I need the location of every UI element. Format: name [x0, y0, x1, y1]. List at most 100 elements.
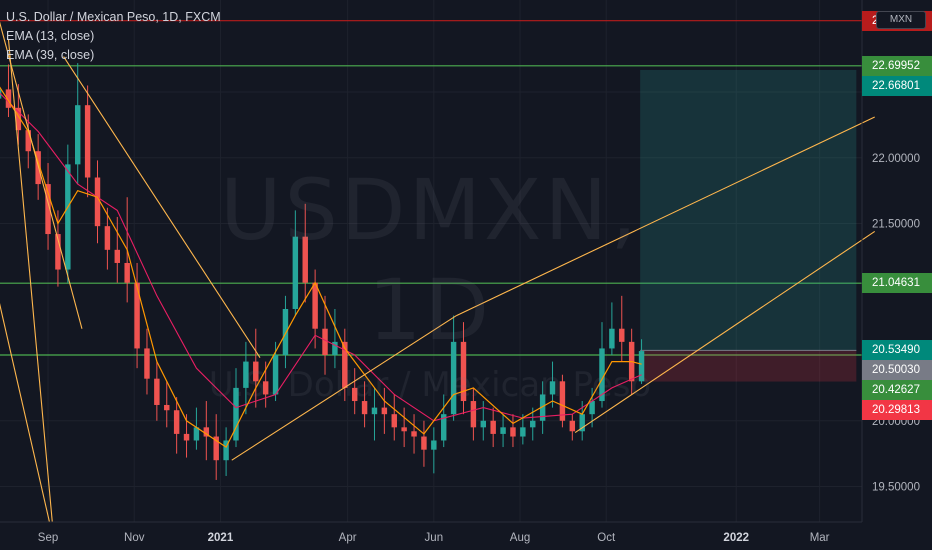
price-tick-label: 21.50000 — [872, 219, 920, 231]
candle-body — [134, 282, 140, 349]
position-target-zone — [640, 69, 857, 351]
candle-body — [371, 407, 378, 415]
candle-body — [213, 436, 219, 461]
candle-body — [173, 410, 180, 434]
trendline — [7, 39, 53, 523]
candle-body — [25, 130, 31, 152]
candle-body — [223, 440, 229, 461]
candle-body — [45, 184, 51, 235]
chart-grid — [0, 0, 862, 522]
candle-body — [144, 348, 150, 379]
candle-body — [75, 105, 81, 165]
candle-body — [243, 361, 249, 388]
trendline — [456, 116, 875, 317]
candle-body — [193, 427, 200, 441]
ema39-legend[interactable]: EMA (39, close) — [6, 48, 95, 62]
candle-body — [84, 105, 91, 178]
time-tick-label: 2022 — [723, 532, 749, 544]
chart-legend: U.S. Dollar / Mexican Peso, 1D, FXCM EMA… — [6, 8, 221, 65]
trendline — [231, 315, 457, 461]
price-badge: 20.53490 — [862, 340, 932, 361]
time-tick-label: Mar — [810, 532, 830, 544]
time-tick-label: Jun — [425, 532, 444, 544]
candle-body — [114, 249, 121, 263]
candle-body — [15, 107, 22, 131]
candle-body — [351, 387, 358, 402]
trendlines[interactable] — [0, 13, 876, 523]
candle-body — [302, 236, 308, 283]
time-tick-label: Aug — [510, 532, 530, 544]
time-tick-label: Apr — [339, 532, 357, 544]
ema13-line — [0, 86, 642, 448]
candle-body — [520, 427, 526, 437]
time-tick-label: 2021 — [208, 532, 234, 544]
time-tick-label: Nov — [124, 532, 145, 544]
candle-body — [530, 420, 536, 428]
candle-body — [55, 234, 61, 270]
candlesticks — [0, 63, 645, 480]
trendline — [63, 56, 261, 358]
ema13-legend[interactable]: EMA (13, close) — [6, 29, 95, 43]
candle-body — [450, 341, 457, 415]
candle-body — [203, 427, 210, 437]
candle-body — [579, 414, 585, 432]
time-tick-label: Sep — [38, 532, 58, 544]
candle-body — [460, 341, 467, 402]
candle-body — [411, 431, 417, 437]
candle-body — [253, 361, 259, 382]
candle-body — [312, 282, 318, 329]
candle-body — [480, 420, 487, 428]
candle-body — [569, 420, 576, 432]
candle-body — [401, 427, 407, 432]
candle-body — [262, 381, 269, 395]
symbol-title[interactable]: U.S. Dollar / Mexican Peso, 1D, FXCM — [6, 10, 221, 24]
candle-body — [164, 404, 170, 411]
price-badge: 22.66801 — [862, 75, 932, 96]
candle-body — [5, 89, 12, 108]
candle-body — [431, 440, 437, 450]
candle-body — [470, 401, 477, 428]
trendline — [0, 303, 50, 523]
candle-body — [94, 177, 101, 227]
candle-body — [292, 236, 299, 309]
candle-body — [65, 164, 71, 270]
candle-body — [599, 348, 605, 402]
candle-body — [282, 308, 289, 356]
candle-body — [183, 433, 190, 441]
candle-body — [638, 351, 645, 382]
trendline — [574, 230, 876, 434]
candle-body — [609, 328, 615, 349]
candle-body — [154, 378, 160, 405]
candle-body — [500, 427, 506, 434]
price-tick-label: 22.00000 — [872, 153, 920, 165]
candle-body — [539, 394, 546, 421]
price-badge: 21.04631 — [862, 273, 932, 294]
time-tick-label: Oct — [597, 532, 616, 544]
candle-body — [549, 381, 556, 395]
price-badge: 20.29813 — [862, 400, 932, 421]
price-badge: 22.69952 — [862, 55, 932, 76]
currency-label[interactable]: MXN — [876, 11, 926, 29]
ema-lines — [0, 86, 642, 448]
candle-body — [381, 407, 388, 415]
candle-body — [440, 414, 447, 441]
position-stop-zone — [640, 350, 857, 382]
price-badge: 20.42627 — [862, 380, 932, 401]
long-position-box[interactable] — [640, 69, 857, 382]
candle-body — [272, 355, 279, 395]
candle-body — [361, 401, 368, 415]
candle-body — [421, 436, 427, 450]
candle-body — [490, 420, 496, 434]
candle-body — [233, 387, 239, 441]
candle-body — [104, 226, 111, 250]
ema39-line — [0, 92, 642, 422]
price-badge: 20.50030 — [862, 360, 932, 381]
price-tick-label: 19.50000 — [872, 481, 920, 493]
candle-body — [510, 427, 516, 437]
candle-body — [391, 414, 397, 428]
candle-body — [322, 328, 328, 356]
candle-body — [619, 328, 625, 342]
time-axis[interactable]: Sep Nov 2021 Apr Jun Aug Oct 2022 Mar — [38, 532, 830, 544]
candle-body — [559, 381, 566, 421]
